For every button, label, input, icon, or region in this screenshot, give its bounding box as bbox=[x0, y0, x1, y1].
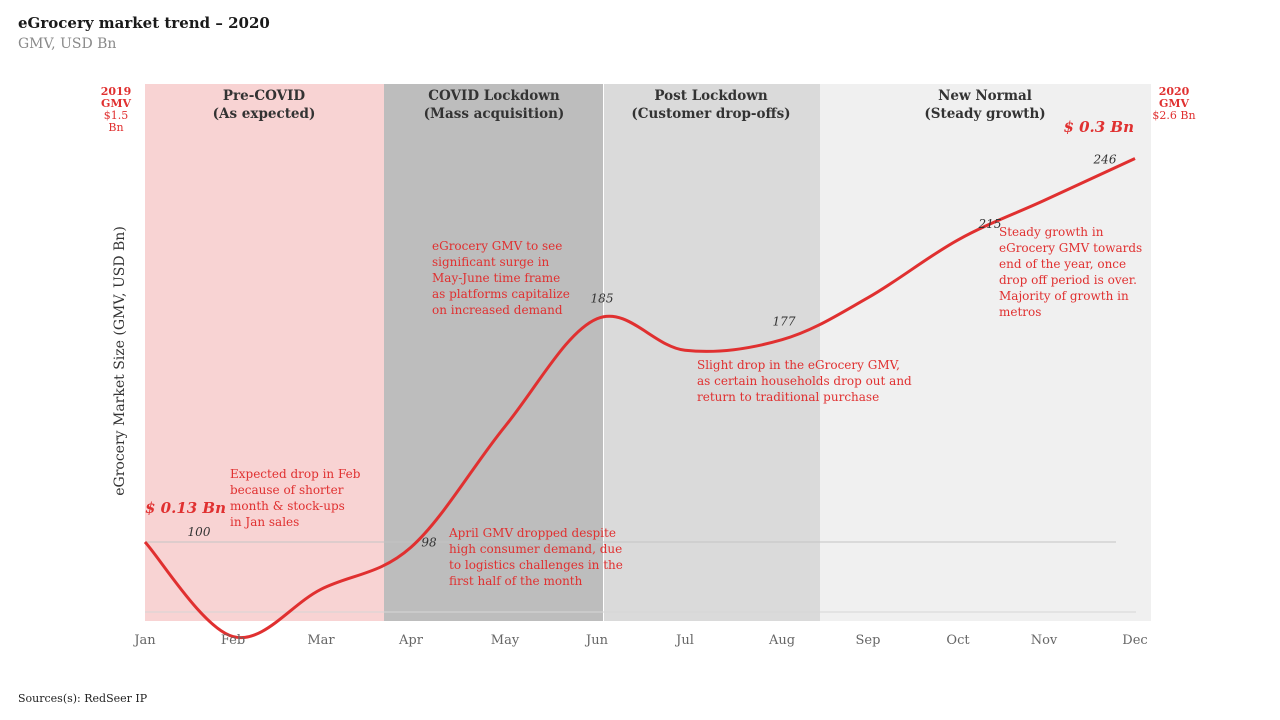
chart-title: eGrocery market trend – 2020 bbox=[18, 14, 270, 32]
x-tick-apr: Apr bbox=[398, 633, 424, 648]
annotation-april-drop: April GMV dropped despite high consumer d… bbox=[448, 526, 623, 588]
x-tick-dec: Dec bbox=[1122, 633, 1147, 648]
data-label-dec: 246 bbox=[1093, 152, 1117, 166]
x-tick-jun: Jun bbox=[584, 633, 609, 648]
phase-1-subtitle: (As expected) bbox=[213, 106, 316, 122]
data-label-oct: 215 bbox=[978, 217, 1002, 231]
annotation-feb-drop: Expected drop in Feb because of shorter mo… bbox=[230, 467, 361, 529]
x-tick-sep: Sep bbox=[856, 633, 881, 648]
phase-band-new-normal bbox=[820, 84, 1151, 621]
phase-1-title: Pre-COVID bbox=[223, 88, 306, 104]
phase-4-title: New Normal bbox=[938, 88, 1032, 104]
data-labels: 100 98 185 177 215 246 bbox=[188, 152, 1117, 549]
gmv-2020-value: $2.6 Bn bbox=[1152, 109, 1196, 122]
chart-subtitle: GMV, USD Bn bbox=[18, 36, 117, 52]
data-label-jan: 100 bbox=[188, 525, 211, 539]
data-label-apr: 98 bbox=[421, 535, 437, 549]
phase-3-subtitle: (Customer drop-offs) bbox=[631, 106, 790, 122]
phase-3-title: Post Lockdown bbox=[654, 88, 767, 104]
phase-band-lockdown bbox=[384, 84, 603, 621]
x-tick-jul: Jul bbox=[674, 633, 694, 648]
annotation-steady-growth: Steady growth in eGrocery GMV towards end … bbox=[999, 225, 1142, 319]
x-axis-ticks: Jan Feb Mar Apr May Jun Jul Aug Sep Oct Nov Dec bbox=[132, 633, 1147, 648]
source-note: Sources(s): RedSeer IP bbox=[18, 692, 148, 705]
annotation-aug-slight-drop: Slight drop in the eGrocery GMV, as certa… bbox=[697, 358, 912, 404]
x-tick-feb: Feb bbox=[221, 633, 245, 648]
x-tick-jan: Jan bbox=[132, 633, 156, 648]
gmv-2020-year: 2020 bbox=[1158, 85, 1190, 98]
x-tick-may: May bbox=[491, 633, 520, 648]
phase-4-subtitle: (Steady growth) bbox=[924, 106, 1045, 122]
x-tick-aug: Aug bbox=[768, 633, 795, 648]
phase-band-precovid bbox=[145, 84, 384, 621]
gmv-series-line bbox=[143, 157, 1136, 640]
gmv-2019-value: $1.5 Bn bbox=[103, 109, 129, 134]
gmv-2019-box: 2019 GMV $1.5 Bn bbox=[96, 86, 136, 134]
gmv-2020-box: 2020 GMV $2.6 Bn bbox=[1152, 86, 1196, 122]
start-gmv-callout: $ 0.13 Bn bbox=[145, 499, 226, 517]
x-tick-oct: Oct bbox=[946, 633, 970, 648]
gmv-2020-label: GMV bbox=[1158, 97, 1190, 110]
x-tick-nov: Nov bbox=[1031, 633, 1058, 648]
y-axis-label: eGrocery Market Size (GMV, USD Bn) bbox=[112, 226, 128, 496]
gmv-2019-label: GMV bbox=[100, 97, 132, 110]
annotation-may-june-surge: eGrocery GMV to see significant surge in M… bbox=[432, 239, 570, 317]
x-tick-mar: Mar bbox=[307, 633, 335, 648]
gmv-2019-year: 2019 bbox=[100, 85, 132, 98]
data-label-jun: 185 bbox=[591, 292, 614, 306]
end-gmv-callout: $ 0.3 Bn bbox=[1063, 118, 1134, 136]
data-label-aug: 177 bbox=[773, 315, 796, 329]
phase-2-subtitle: (Mass acquisition) bbox=[424, 106, 565, 122]
phase-2-title: COVID Lockdown bbox=[428, 88, 560, 104]
